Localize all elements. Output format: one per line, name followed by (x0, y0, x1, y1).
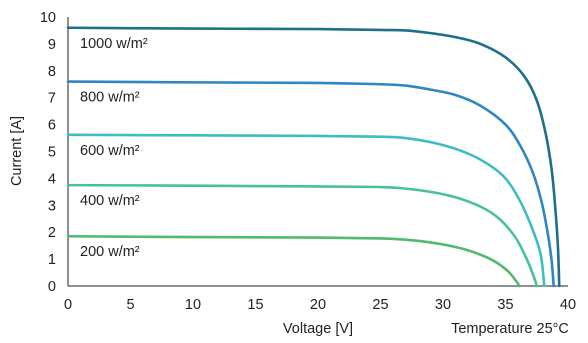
y-axis-title: Current [A] (9, 116, 25, 186)
y-tick-label: 9 (48, 37, 56, 53)
y-tick-label: 0 (48, 279, 56, 295)
series-label: 200 w/m² (80, 244, 140, 260)
series-labels: 1000 w/m² 800 w/m² 600 w/m² 400 w/m² 200 w/m… (80, 36, 148, 260)
temperature-note: Temperature 25°C (451, 321, 569, 337)
x-tick-label: 35 (497, 297, 513, 313)
series-label: 400 w/m² (80, 193, 140, 209)
series-label: 600 w/m² (80, 143, 140, 159)
y-tick-label: 3 (48, 198, 56, 214)
series-line (66, 183, 539, 288)
x-tick-label: 10 (185, 297, 201, 313)
y-tick-label: 5 (48, 145, 56, 161)
series-line (66, 26, 561, 288)
y-tick-label: 10 (40, 10, 56, 26)
x-tick-label: 30 (435, 297, 451, 313)
series-line (66, 80, 555, 288)
series-label: 1000 w/m² (80, 36, 148, 52)
y-tick-label: 1 (48, 252, 56, 268)
series-label: 800 w/m² (80, 90, 140, 106)
y-tick-label: 4 (48, 171, 56, 187)
y-tick-label: 8 (48, 64, 56, 80)
series-line (66, 234, 521, 288)
series-line (66, 133, 546, 288)
y-axis-ticks: 0 1 2 3 4 5 6 7 8 9 10 (40, 10, 56, 295)
y-tick-label: 2 (48, 225, 56, 241)
x-axis-title: Voltage [V] (283, 321, 353, 337)
x-tick-label: 20 (310, 297, 326, 313)
y-tick-label: 7 (48, 91, 56, 107)
x-tick-label: 40 (560, 297, 576, 313)
x-tick-label: 25 (372, 297, 388, 313)
series-group (66, 26, 561, 288)
x-tick-label: 0 (64, 297, 72, 313)
x-tick-label: 5 (126, 297, 134, 313)
y-tick-label: 6 (48, 118, 56, 134)
x-tick-label: 15 (247, 297, 263, 313)
x-axis-ticks: 0 5 10 15 20 25 30 35 40 (64, 297, 576, 313)
